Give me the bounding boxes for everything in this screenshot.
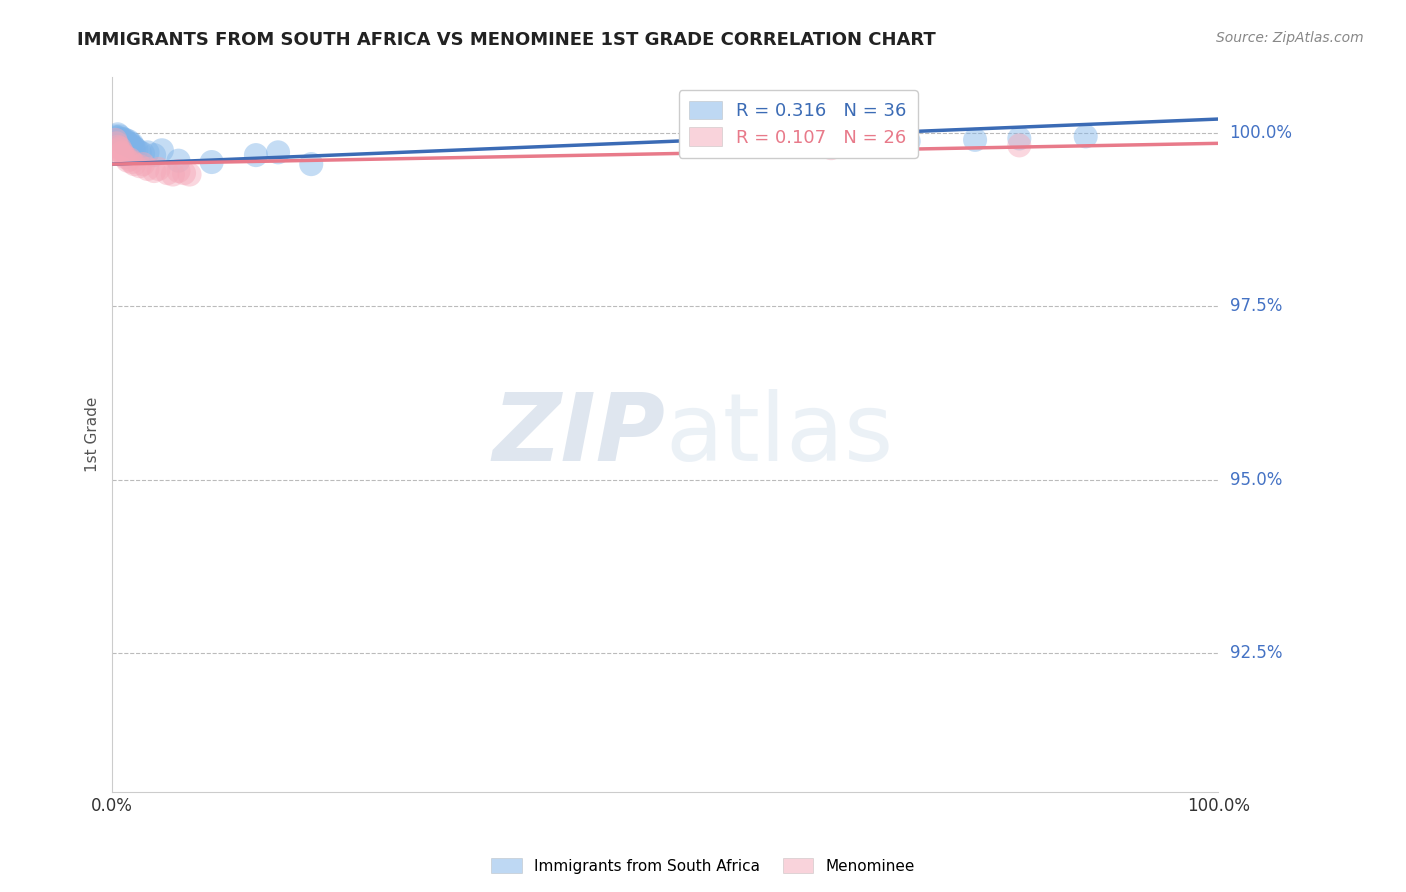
Point — [201, 155, 224, 169]
Legend: Immigrants from South Africa, Menominee: Immigrants from South Africa, Menominee — [485, 852, 921, 880]
Point — [121, 136, 143, 151]
Point — [108, 129, 131, 144]
Point — [128, 145, 150, 160]
Point — [1074, 129, 1097, 144]
Point — [115, 135, 138, 149]
Point — [173, 166, 195, 180]
Point — [132, 157, 155, 171]
Point — [299, 157, 322, 171]
Point — [156, 166, 179, 180]
Point — [105, 130, 128, 145]
Point — [114, 150, 136, 164]
Point — [710, 136, 733, 151]
Point — [128, 159, 150, 173]
Text: 100.0%: 100.0% — [1230, 124, 1292, 142]
Point — [143, 164, 166, 178]
Point — [118, 134, 141, 148]
Point — [132, 146, 155, 161]
Point — [107, 143, 129, 157]
Point — [162, 168, 184, 182]
Point — [108, 141, 131, 155]
Point — [167, 164, 190, 178]
Point — [112, 148, 135, 162]
Point — [710, 136, 733, 151]
Point — [167, 153, 190, 168]
Point — [110, 146, 132, 161]
Point — [120, 138, 142, 153]
Point — [107, 133, 129, 147]
Point — [245, 148, 267, 162]
Point — [1008, 138, 1031, 153]
Point — [107, 140, 129, 154]
Point — [150, 143, 173, 157]
Point — [122, 141, 145, 155]
Point — [112, 136, 135, 151]
Point — [114, 133, 136, 147]
Text: IMMIGRANTS FROM SOUTH AFRICA VS MENOMINEE 1ST GRADE CORRELATION CHART: IMMIGRANTS FROM SOUTH AFRICA VS MENOMINE… — [77, 31, 936, 49]
Point — [110, 131, 132, 145]
Point — [118, 153, 141, 167]
Point — [122, 157, 145, 171]
Point — [136, 145, 159, 160]
Text: 97.5%: 97.5% — [1230, 297, 1282, 315]
Y-axis label: 1st Grade: 1st Grade — [86, 397, 100, 472]
Point — [118, 136, 141, 151]
Legend: R = 0.316   N = 36, R = 0.107   N = 26: R = 0.316 N = 36, R = 0.107 N = 26 — [679, 90, 918, 158]
Text: Source: ZipAtlas.com: Source: ZipAtlas.com — [1216, 31, 1364, 45]
Point — [267, 145, 290, 160]
Point — [125, 143, 148, 157]
Point — [121, 155, 143, 169]
Point — [104, 129, 127, 144]
Text: atlas: atlas — [665, 389, 894, 481]
Point — [179, 168, 201, 182]
Point — [105, 136, 128, 151]
Point — [897, 134, 920, 148]
Point — [136, 161, 159, 176]
Text: ZIP: ZIP — [492, 389, 665, 481]
Point — [820, 134, 842, 148]
Point — [112, 132, 135, 146]
Point — [111, 145, 134, 160]
Point — [122, 140, 145, 154]
Point — [117, 137, 139, 152]
Point — [148, 161, 170, 176]
Text: 92.5%: 92.5% — [1230, 644, 1282, 662]
Point — [111, 134, 134, 148]
Point — [820, 141, 842, 155]
Point — [853, 133, 876, 147]
Point — [104, 133, 127, 147]
Point — [143, 148, 166, 162]
Point — [107, 128, 129, 142]
Point — [117, 153, 139, 168]
Text: 95.0%: 95.0% — [1230, 471, 1282, 489]
Point — [965, 133, 987, 147]
Point — [1008, 131, 1031, 145]
